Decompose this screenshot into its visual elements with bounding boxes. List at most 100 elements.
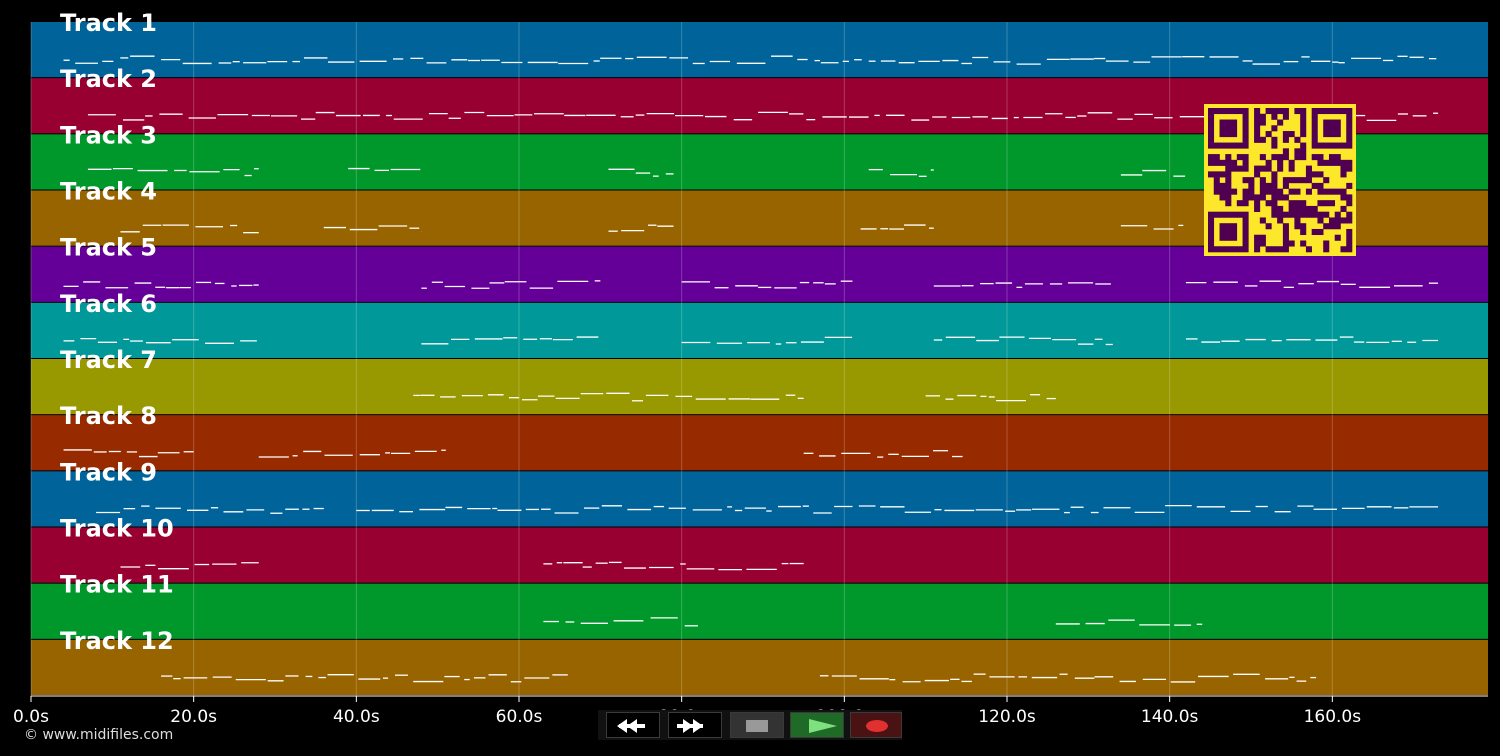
qr-module [1225,108,1232,115]
qr-module [1219,131,1226,138]
qr-module [1346,119,1353,126]
qr-module [1225,142,1232,149]
qr-module [1219,234,1226,241]
qr-module [1219,223,1226,230]
qr-module [1294,154,1301,161]
qr-module [1254,108,1261,115]
qr-module [1231,234,1238,241]
qr-module [1311,125,1318,132]
qr-module [1219,211,1226,218]
qr-module [1328,131,1336,138]
qr-module [1328,159,1336,166]
qr-module [1340,246,1347,253]
tick-label: 160.0s [1304,707,1362,727]
qr-module [1208,159,1215,166]
qr-module [1277,217,1284,224]
qr-module [1277,165,1284,172]
qr-module [1300,142,1307,149]
qr-module [1213,154,1220,161]
qr-module [1311,108,1318,115]
qr-module [1208,246,1215,253]
qr-module [1334,131,1341,138]
qr-module [1305,246,1312,253]
qr-module [1242,177,1249,184]
qr-module [1340,205,1347,212]
qr-module [1208,240,1215,247]
qr-module [1328,188,1336,195]
qr-module [1219,125,1226,132]
qr-module [1294,211,1301,218]
qr-module [1323,240,1330,247]
track-label: Track 6 [60,290,157,318]
qr-module [1334,217,1341,224]
qr-module [1236,246,1243,253]
qr-module [1231,246,1238,253]
qr-module [1242,200,1249,207]
qr-module [1242,223,1249,230]
copyright-text: © www.midifiles.com [24,727,174,743]
qr-module [1288,165,1295,172]
qr-module [1282,194,1289,201]
qr-module [1236,154,1243,161]
qr-module [1231,131,1238,138]
qr-module [1317,188,1324,195]
qr-module [1300,125,1307,132]
qr-module [1259,240,1266,247]
qr-module [1225,177,1232,184]
qr-module [1317,171,1324,178]
qr-module [1282,228,1289,236]
qr-module [1346,165,1353,172]
qr-module [1242,113,1249,120]
track-lane [31,302,1488,358]
qr-module [1254,119,1261,126]
play-button[interactable] [790,712,844,738]
track-label: Track 3 [60,121,157,149]
qr-module [1328,223,1336,230]
qr-module [1300,148,1307,155]
qr-module [1311,228,1318,236]
qr-module [1242,125,1249,132]
record-button[interactable] [850,712,902,738]
qr-module [1259,217,1266,224]
note-layer [63,55,1439,683]
qr-module [1334,119,1341,126]
qr-module [1294,177,1301,184]
qr-module [1242,217,1249,224]
track-lane [31,527,1488,583]
qr-module [1346,240,1353,247]
qr-module [1294,148,1301,155]
qr-module [1346,125,1353,132]
qr-module [1208,119,1215,126]
qr-module [1225,188,1232,195]
qr-module [1265,200,1272,207]
qr-module [1219,182,1226,189]
qr-module [1317,228,1324,236]
qr-module [1225,125,1232,132]
qr-module [1311,182,1318,189]
rewind-button[interactable] [606,712,660,738]
fast-forward-button[interactable] [668,712,722,738]
qr-module [1259,119,1266,126]
qr-module [1317,108,1324,115]
qr-module [1300,119,1307,126]
qr-module [1231,188,1238,195]
qr-module [1236,142,1243,149]
qr-module [1231,142,1238,149]
qr-module [1219,159,1226,166]
qr-module [1282,234,1289,241]
qr-module [1254,113,1261,120]
qr-module [1340,188,1347,195]
track-label: Track 11 [60,571,174,599]
qr-module [1231,119,1238,126]
qr-module [1346,194,1353,201]
qr-module [1208,125,1215,132]
qr-module [1225,182,1232,189]
qr-module [1208,131,1215,138]
qr-module [1294,217,1301,224]
qr-module [1254,246,1261,253]
stop-button[interactable] [730,712,784,738]
qr-module [1265,108,1272,115]
qr-module [1242,131,1249,138]
qr-module [1277,211,1284,218]
